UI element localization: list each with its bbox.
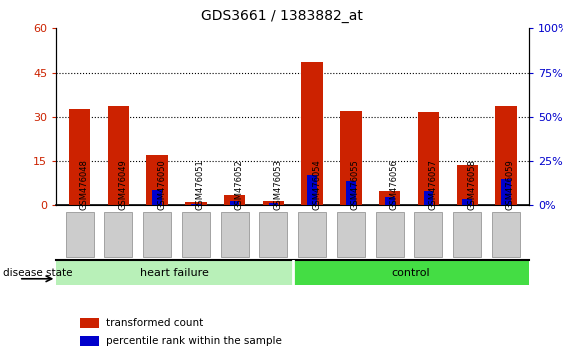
- Bar: [418, 113, 439, 205]
- Bar: [152, 190, 162, 205]
- Bar: [56, 260, 293, 285]
- Bar: [80, 336, 99, 346]
- FancyBboxPatch shape: [453, 212, 481, 257]
- Text: GSM476051: GSM476051: [196, 159, 205, 210]
- Text: GSM476055: GSM476055: [351, 159, 360, 210]
- Bar: [307, 175, 317, 205]
- Text: disease state: disease state: [3, 268, 72, 278]
- Text: GSM476054: GSM476054: [312, 159, 321, 210]
- Bar: [379, 190, 400, 205]
- FancyBboxPatch shape: [337, 212, 365, 257]
- Bar: [263, 201, 284, 205]
- Text: GSM476056: GSM476056: [390, 159, 399, 210]
- Text: GSM476059: GSM476059: [506, 159, 515, 210]
- FancyBboxPatch shape: [260, 212, 287, 257]
- FancyBboxPatch shape: [414, 212, 443, 257]
- Text: GSM476049: GSM476049: [118, 159, 127, 210]
- Text: GSM476048: GSM476048: [79, 159, 88, 210]
- Bar: [346, 181, 356, 205]
- Text: percentile rank within the sample: percentile rank within the sample: [106, 336, 282, 346]
- Text: control: control: [392, 268, 430, 278]
- Text: heart failure: heart failure: [140, 268, 209, 278]
- FancyBboxPatch shape: [143, 212, 171, 257]
- Bar: [69, 109, 90, 205]
- Text: GSM476057: GSM476057: [428, 159, 437, 210]
- Bar: [462, 199, 472, 205]
- Bar: [501, 179, 511, 205]
- Bar: [293, 260, 529, 285]
- Bar: [230, 201, 239, 205]
- Bar: [301, 62, 323, 205]
- Text: GSM476050: GSM476050: [157, 159, 166, 210]
- Bar: [185, 202, 207, 205]
- FancyBboxPatch shape: [492, 212, 520, 257]
- Bar: [224, 195, 245, 205]
- Bar: [385, 198, 395, 205]
- Text: GSM476058: GSM476058: [467, 159, 476, 210]
- Bar: [191, 204, 200, 205]
- Text: GSM476052: GSM476052: [235, 159, 244, 210]
- Bar: [495, 107, 517, 205]
- FancyBboxPatch shape: [298, 212, 326, 257]
- FancyBboxPatch shape: [66, 212, 93, 257]
- Bar: [108, 107, 129, 205]
- Text: transformed count: transformed count: [106, 318, 203, 328]
- Bar: [457, 166, 478, 205]
- Bar: [80, 318, 99, 328]
- Text: GSM476053: GSM476053: [274, 159, 283, 210]
- Bar: [146, 155, 168, 205]
- FancyBboxPatch shape: [182, 212, 210, 257]
- FancyBboxPatch shape: [221, 212, 249, 257]
- FancyBboxPatch shape: [376, 212, 404, 257]
- Bar: [269, 202, 278, 205]
- Text: GDS3661 / 1383882_at: GDS3661 / 1383882_at: [200, 9, 363, 23]
- FancyBboxPatch shape: [104, 212, 132, 257]
- Bar: [423, 191, 434, 205]
- Bar: [340, 111, 361, 205]
